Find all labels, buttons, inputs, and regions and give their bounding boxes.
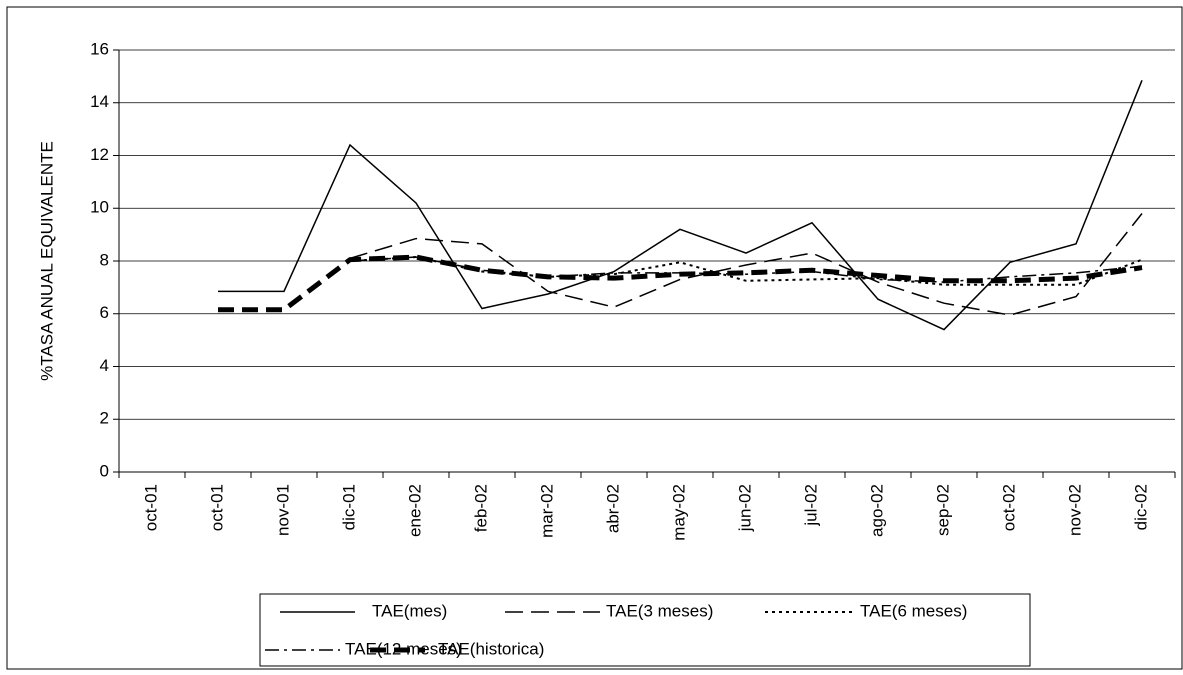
series-line: [349, 256, 1143, 286]
series-line: [218, 80, 1143, 331]
y-tick-label: 2: [100, 409, 109, 428]
y-tick-label: 16: [90, 39, 109, 58]
x-tick-label: sep-02: [933, 484, 952, 536]
x-tick-label: oct-01: [141, 484, 160, 531]
legend-label: TAE(historica): [438, 639, 544, 658]
chart-frame: [6, 6, 1183, 670]
x-tick-label: mar-02: [537, 484, 556, 538]
series-line: [218, 254, 1143, 313]
x-tick-label: nov-02: [1065, 484, 1084, 536]
y-tick-label: 8: [100, 250, 109, 269]
x-tick-label: jul-02: [801, 484, 820, 527]
x-tick-label: ago-02: [867, 484, 886, 537]
x-tick-label: dic-02: [1131, 484, 1150, 530]
legend-label: TAE(mes): [372, 601, 447, 620]
x-tick-label: may-02: [669, 484, 688, 541]
y-axis-label: %TASA ANUAL EQUIVALENTE: [37, 141, 56, 381]
x-tick-label: feb-02: [471, 484, 490, 532]
x-tick-label: jun-02: [735, 484, 754, 532]
legend-label: TAE(6 meses): [860, 601, 967, 620]
x-tick-label: oct-02: [999, 484, 1018, 531]
legend-label: TAE(3 meses): [606, 601, 713, 620]
x-tick-label: oct-01: [207, 484, 226, 531]
legend-box: [259, 593, 1031, 667]
series-line: [349, 213, 1143, 316]
y-tick-label: 14: [90, 92, 109, 111]
y-tick-label: 10: [90, 198, 109, 217]
x-tick-label: abr-02: [603, 484, 622, 533]
x-tick-label: ene-02: [405, 484, 424, 537]
y-tick-label: 6: [100, 303, 109, 322]
series-line: [349, 256, 1143, 283]
y-tick-label: 4: [100, 356, 109, 375]
y-tick-label: 12: [90, 145, 109, 164]
y-tick-label: 0: [100, 461, 109, 480]
x-tick-label: nov-01: [273, 484, 292, 536]
x-tick-label: dic-01: [339, 484, 358, 530]
